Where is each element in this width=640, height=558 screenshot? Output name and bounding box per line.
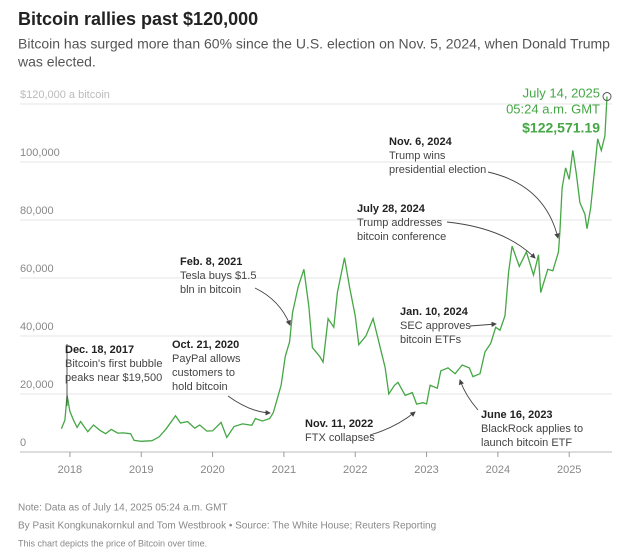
- annotation-text: Trump wins: [389, 150, 446, 162]
- annotation-date: Feb. 8, 2021: [180, 256, 242, 268]
- annotation-arrow: [458, 379, 479, 411]
- end-value: $122,571.19: [522, 120, 600, 136]
- annotation-text: FTX collapses: [305, 432, 375, 444]
- annotation-text: SEC approves: [400, 320, 471, 332]
- annotation-arrow: [487, 171, 560, 239]
- x-tick-label: 2020: [200, 464, 224, 476]
- y-tick-label: 20,000: [20, 379, 54, 391]
- annotation-date: Nov. 6, 2024: [389, 136, 453, 148]
- end-point: [602, 92, 612, 102]
- note: Note: Data as of July 14, 2025 05:24 a.m…: [18, 503, 228, 514]
- annotation-arrow: [254, 287, 291, 326]
- annotation-text: bitcoin conference: [357, 231, 446, 243]
- y-tick-label: 40,000: [20, 321, 54, 333]
- annotation-date: Dec. 18, 2017: [65, 344, 134, 356]
- annotation-text: customers to: [172, 367, 235, 379]
- subtitle: Bitcoin has surged more than 60% since t…: [18, 36, 610, 52]
- price-line: [60, 96, 608, 442]
- annotation-arrow: [446, 221, 536, 259]
- annotation-text: peaks near $19,500: [65, 372, 162, 384]
- annotation-text: PayPal allows: [172, 353, 241, 365]
- annotation-date: Jan. 10, 2024: [400, 306, 469, 318]
- subtitle: was elected.: [17, 54, 96, 70]
- annotation-date: June 16, 2023: [481, 409, 553, 421]
- note: This chart depicts the price of Bitcoin …: [18, 538, 207, 548]
- annotation-text: hold bitcoin: [172, 381, 228, 393]
- y-tick-label: 0: [20, 437, 26, 449]
- note: By Pasit Kongkunakornkul and Tom Westbro…: [18, 521, 436, 532]
- annotation-arrow: [469, 321, 497, 328]
- x-tick-label: 2024: [486, 464, 510, 476]
- annotation-text: Trump addresses: [357, 217, 443, 229]
- x-tick-label: 2022: [343, 464, 367, 476]
- chart-title: Bitcoin rallies past $120,000: [18, 9, 258, 29]
- x-tick-label: 2021: [272, 464, 296, 476]
- annotation-date: Oct. 21, 2020: [172, 339, 239, 351]
- annotation-date: July 28, 2024: [357, 203, 426, 215]
- y-tick-label: 60,000: [20, 263, 54, 275]
- x-tick-label: 2019: [129, 464, 153, 476]
- end-time: 05:24 a.m. GMT: [506, 101, 600, 116]
- x-tick-label: 2018: [58, 464, 82, 476]
- annotation-text: bln in bitcoin: [180, 284, 241, 296]
- annotation-text: Bitcoin's first bubble: [65, 358, 162, 370]
- annotation-text: bitcoin ETFs: [400, 334, 462, 346]
- y-tick-label: 100,000: [20, 147, 60, 159]
- y-tick-label: 80,000: [20, 205, 54, 217]
- annotation-date: Nov. 11, 2022: [305, 418, 373, 430]
- annotation-text: BlackRock applies to: [481, 423, 583, 435]
- end-date: July 14, 2025: [523, 85, 600, 100]
- annotation-arrow: [227, 395, 271, 416]
- annotation-text: launch bitcoin ETF: [481, 437, 572, 449]
- annotation-text: presidential election: [389, 164, 486, 176]
- annotation-arrow: [369, 411, 416, 436]
- annotation-text: Tesla buys $1.5: [180, 270, 256, 282]
- x-tick-label: 2023: [414, 464, 438, 476]
- y-tick-label: $120,000 a bitcoin: [20, 89, 110, 101]
- x-tick-label: 2025: [557, 464, 581, 476]
